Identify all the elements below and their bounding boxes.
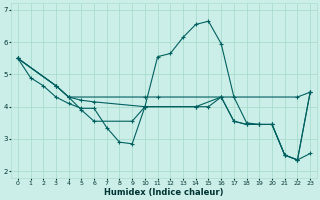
X-axis label: Humidex (Indice chaleur): Humidex (Indice chaleur): [104, 188, 224, 197]
